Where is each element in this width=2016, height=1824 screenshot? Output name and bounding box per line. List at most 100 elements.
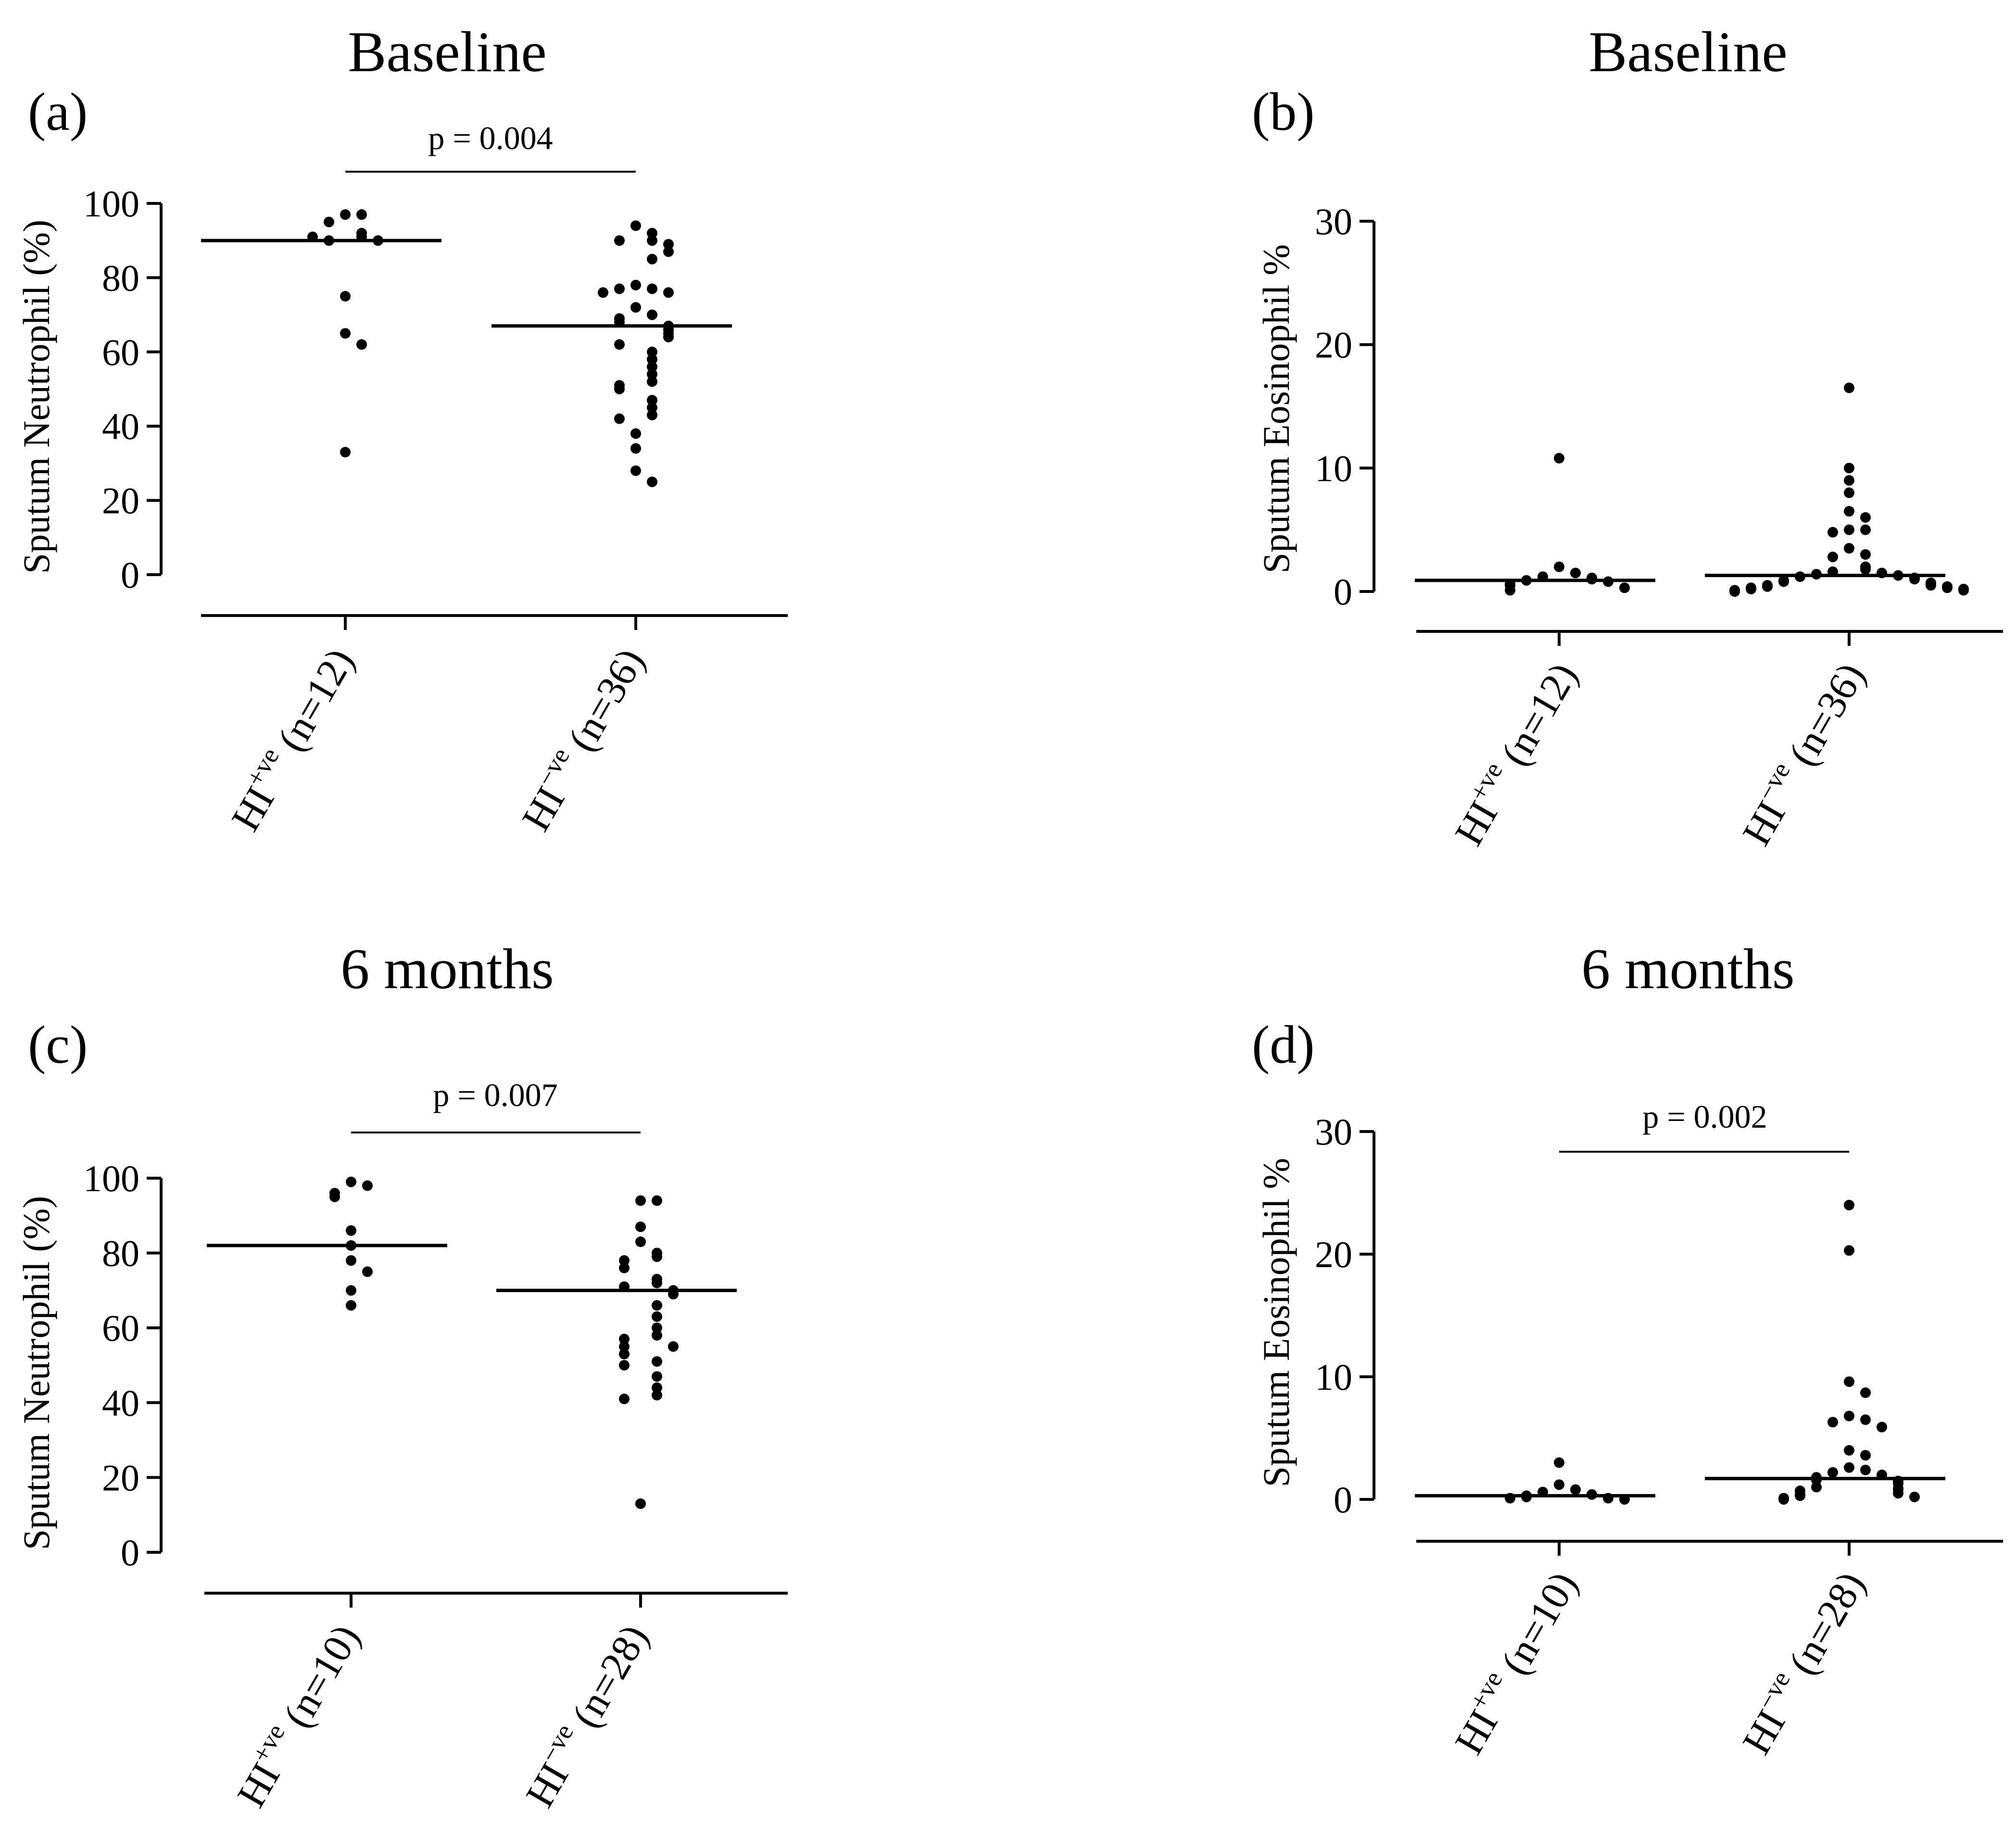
b-point-1-6 — [1587, 574, 1597, 585]
panel-d-y-axis-label: Sputum Eosinophil % — [1255, 1158, 1297, 1487]
c-point-2-14 — [652, 1300, 662, 1311]
d-point-1-2 — [1554, 1479, 1564, 1490]
panel-a-category-label-2: HI−ve (n=36) — [509, 639, 653, 839]
a-point-2-12 — [598, 287, 608, 298]
a-point-2-34 — [630, 443, 641, 454]
b-point-2-30 — [1942, 582, 1953, 593]
a-point-2-31 — [647, 410, 657, 421]
c-point-2-16 — [652, 1322, 662, 1333]
a-point-2-10 — [614, 283, 625, 294]
a-point-1-5 — [356, 231, 367, 242]
c-point-2-28 — [635, 1498, 646, 1509]
c-point-1-10 — [346, 1300, 356, 1311]
a-y-tick-label-5: 100 — [83, 183, 139, 225]
panel-d-category-label-1: HI+ve (n=10) — [1442, 1562, 1586, 1762]
d-point-2-6 — [1860, 1414, 1871, 1425]
a-y-tick-label-3: 60 — [102, 331, 139, 373]
c-y-tick-label-0: 0 — [121, 1532, 139, 1573]
d-point-2-1 — [1844, 1200, 1854, 1210]
b-point-2-11 — [1860, 549, 1871, 560]
c-point-2-1 — [635, 1195, 646, 1206]
c-point-2-22 — [652, 1356, 662, 1367]
panel-d-cat2-rest: (n=28) — [1775, 1564, 1874, 1691]
d-point-1-9 — [1505, 1493, 1515, 1504]
b-point-2-26 — [1926, 580, 1936, 591]
d-y-tick-label-0: 0 — [1334, 1479, 1352, 1521]
a-point-1-9 — [340, 291, 351, 302]
b-point-2-34 — [1958, 585, 1969, 596]
d-point-2-16 — [1811, 1474, 1822, 1485]
d-point-2-23 — [1893, 1488, 1903, 1499]
a-point-2-30 — [647, 402, 657, 413]
a-point-2-36 — [647, 477, 657, 487]
b-point-2-2 — [1844, 463, 1854, 474]
d-y-tick-label-1: 10 — [1315, 1356, 1352, 1398]
b-point-2-36 — [1729, 586, 1740, 597]
d-point-2-10 — [1860, 1450, 1871, 1461]
c-point-2-23 — [619, 1360, 630, 1371]
panel-d: 6 months (d) Sputum Eosinophil % p = 0.0… — [1252, 937, 2003, 1762]
c-y-tick-label-4: 80 — [102, 1233, 139, 1274]
c-point-2-27 — [619, 1394, 630, 1405]
b-point-2-1 — [1844, 382, 1854, 393]
panel-c-plot: 0 20 40 60 80 100 — [83, 1132, 788, 1608]
a-point-2-32 — [614, 413, 625, 424]
c-point-1-9 — [346, 1285, 356, 1296]
a-point-2-25 — [647, 369, 657, 380]
panel-c-cat1-rest: (n=10) — [270, 1617, 369, 1744]
b-point-2-28 — [1762, 581, 1773, 592]
panel-a-label: (a) — [28, 82, 88, 142]
a-point-2-6 — [663, 246, 674, 257]
panel-d-category-label-2: HI−ve (n=28) — [1730, 1562, 1874, 1762]
d-point-1-8 — [1603, 1493, 1613, 1504]
c-point-2-26 — [652, 1390, 662, 1401]
a-point-2-3 — [647, 235, 657, 246]
b-point-1-11 — [1619, 582, 1630, 593]
panel-b-cat1-rest: (n=12) — [1487, 655, 1587, 782]
b-point-2-15 — [1827, 566, 1838, 577]
panel-d-cat1-rest: (n=10) — [1487, 1564, 1587, 1691]
d-point-1-5 — [1587, 1489, 1597, 1500]
a-y-tick-label-4: 80 — [102, 257, 139, 299]
a-point-2-8 — [630, 279, 641, 290]
panel-c-category-label-1: HI+ve (n=10) — [225, 1615, 368, 1815]
panel-d-cat2-base: HI — [1734, 1702, 1794, 1761]
a-point-1-12 — [340, 447, 351, 458]
a-y-tick-label-1: 20 — [102, 480, 139, 522]
c-y-tick-label-3: 60 — [102, 1307, 139, 1349]
a-point-2-21 — [614, 339, 625, 350]
panel-c-cat1-base: HI — [229, 1755, 289, 1814]
a-point-2-35 — [630, 465, 641, 476]
panel-a-title: Baseline — [348, 20, 546, 84]
a-point-2-2 — [647, 227, 657, 239]
a-point-1-1 — [340, 209, 351, 220]
panel-a-category-label-1: HI+ve (n=12) — [219, 639, 363, 839]
panel-b-title: Baseline — [1588, 20, 1787, 84]
a-point-2-7 — [647, 253, 657, 264]
d-point-2-7 — [1827, 1417, 1838, 1428]
panel-a-cat1-base: HI — [223, 779, 283, 838]
b-y-tick-label-0: 0 — [1334, 571, 1352, 613]
b-point-1-7 — [1521, 575, 1532, 586]
a-point-2-20 — [663, 331, 674, 342]
panel-c-title: 6 months — [340, 937, 554, 1001]
panel-c-p-value: p = 0.007 — [433, 1077, 557, 1113]
a-point-2-5 — [663, 239, 674, 250]
b-point-2-21 — [1909, 574, 1920, 585]
d-point-1-7 — [1521, 1491, 1532, 1502]
b-point-2-14 — [1860, 564, 1871, 575]
panel-d-title: 6 months — [1581, 937, 1794, 1001]
c-point-2-10 — [652, 1277, 662, 1288]
panel-d-plot: 0 10 20 30 — [1315, 1111, 2003, 1556]
d-point-2-9 — [1844, 1445, 1854, 1456]
b-point-2-4 — [1844, 487, 1854, 498]
panel-b-label: (b) — [1252, 82, 1315, 142]
a-point-1-11 — [356, 339, 367, 350]
c-point-2-8 — [619, 1262, 630, 1273]
panel-c-label: (c) — [28, 1015, 88, 1075]
panel-d-p-value: p = 0.002 — [1642, 1098, 1767, 1135]
d-point-2-26 — [1909, 1491, 1920, 1502]
d-y-tick-label-3: 30 — [1315, 1111, 1352, 1153]
a-point-2-11 — [663, 287, 674, 298]
